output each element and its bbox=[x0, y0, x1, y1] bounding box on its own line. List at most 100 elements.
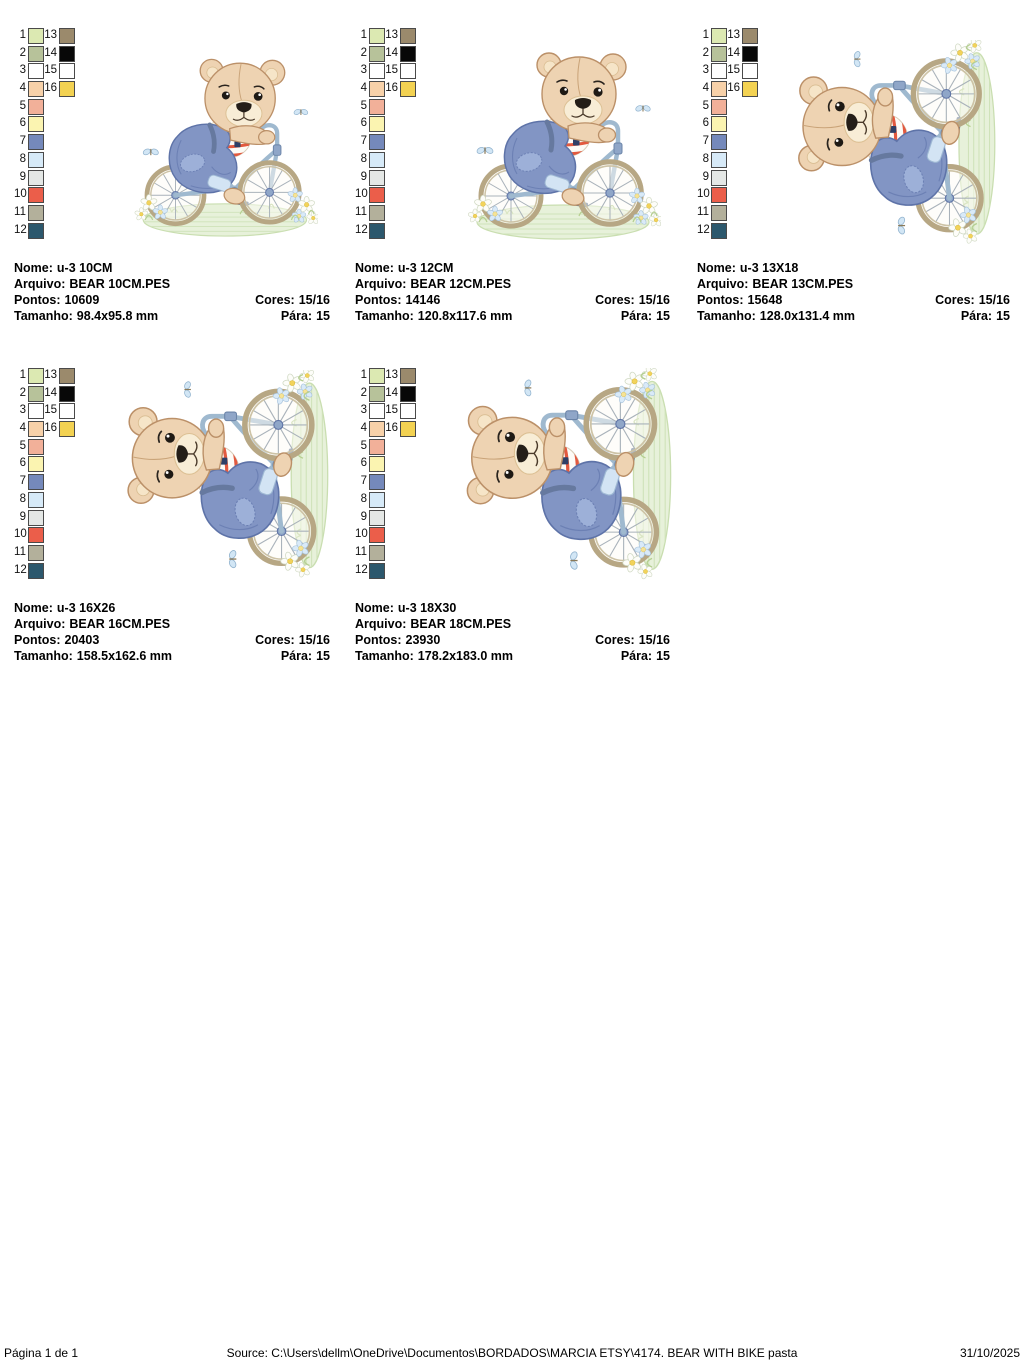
thread-color-number: 2 bbox=[19, 46, 26, 59]
thread-color-swatch bbox=[400, 368, 416, 384]
color-count: 15/16 bbox=[638, 293, 670, 307]
thread-color-swatch bbox=[28, 63, 44, 80]
thread-color-swatch bbox=[369, 81, 385, 98]
thread-color-swatch bbox=[28, 368, 44, 384]
thread-color-number: 2 bbox=[360, 46, 367, 59]
thread-color-number: 6 bbox=[19, 117, 26, 130]
thread-color-swatch bbox=[369, 544, 385, 561]
thread-color-swatch bbox=[711, 169, 727, 186]
thread-color-number: 12 bbox=[14, 563, 27, 576]
stitches-label: Pontos: bbox=[355, 293, 402, 307]
thread-color-number: 15 bbox=[44, 404, 57, 417]
design-card-2: 1 2 3 4 5 6 7 8 9 10 11 12 13 14 15 16 Nome: u-3 12CM Ar… bbox=[341, 20, 682, 355]
design-info: Nome: u-3 13X18 Arquivo: BEAR 13CM.PES Pon… bbox=[697, 260, 1010, 324]
thread-color-swatch bbox=[59, 28, 75, 44]
stop-count: 15 bbox=[656, 309, 670, 323]
thread-color-swatch bbox=[711, 45, 727, 62]
stop-label: Pára: bbox=[620, 309, 653, 323]
design-file: BEAR 13CM.PES bbox=[752, 277, 854, 291]
thread-color-number: 12 bbox=[355, 563, 368, 576]
thread-color-number: 2 bbox=[19, 386, 26, 399]
size-label: Tamanho: bbox=[697, 309, 756, 323]
design-name: u-3 12CM bbox=[397, 261, 454, 275]
thread-color-number: 7 bbox=[360, 475, 367, 488]
file-label: Arquivo: bbox=[697, 277, 749, 291]
bear-bicycle-artwork-rotated bbox=[783, 40, 999, 251]
thread-color-swatch bbox=[28, 151, 44, 168]
thread-color-swatch bbox=[400, 81, 416, 98]
thread-color-swatch bbox=[369, 456, 385, 473]
name-label: Nome: bbox=[14, 601, 53, 615]
thread-color-number: 14 bbox=[727, 46, 740, 59]
thread-color-number: 13 bbox=[44, 29, 57, 41]
color-count: 15/16 bbox=[298, 293, 330, 307]
stop-count: 15 bbox=[656, 649, 670, 663]
thread-color-number: 12 bbox=[14, 223, 27, 236]
thread-color-swatch bbox=[369, 527, 385, 544]
thread-color-number: 5 bbox=[360, 439, 367, 452]
thread-color-number: 10 bbox=[697, 188, 710, 201]
colors-label: Cores: bbox=[255, 633, 295, 647]
thread-color-swatch bbox=[711, 98, 727, 115]
stop-label: Pára: bbox=[960, 309, 993, 323]
thread-color-number: 16 bbox=[44, 82, 57, 95]
thread-color-swatch bbox=[28, 187, 44, 204]
design-size: 178.2x183.0 mm bbox=[417, 649, 514, 663]
thread-color-swatch bbox=[369, 116, 385, 133]
thread-color-swatch bbox=[711, 222, 727, 239]
thread-color-number: 14 bbox=[385, 386, 398, 399]
design-file: BEAR 12CM.PES bbox=[410, 277, 512, 291]
thread-color-number: 9 bbox=[702, 170, 709, 183]
thread-color-number: 13 bbox=[727, 29, 740, 41]
stitches-label: Pontos: bbox=[355, 633, 402, 647]
thread-color-number: 7 bbox=[360, 135, 367, 148]
stop-count: 15 bbox=[996, 309, 1010, 323]
thread-color-number: 13 bbox=[385, 29, 398, 41]
thread-color-number: 16 bbox=[727, 82, 740, 95]
thread-color-swatch bbox=[28, 403, 44, 420]
thread-color-swatch bbox=[369, 134, 385, 151]
thread-color-number: 1 bbox=[360, 29, 367, 41]
thread-color-swatch bbox=[369, 45, 385, 62]
thread-palette: 1 2 3 4 5 6 7 8 9 10 11 12 13 14 15 16 bbox=[355, 368, 416, 579]
name-label: Nome: bbox=[355, 261, 394, 275]
design-size: 98.4x95.8 mm bbox=[76, 309, 159, 323]
design-size: 120.8x117.6 mm bbox=[417, 309, 513, 323]
thread-color-number: 12 bbox=[697, 223, 710, 236]
thread-color-number: 3 bbox=[19, 64, 26, 77]
thread-color-swatch bbox=[59, 385, 75, 402]
thread-color-swatch bbox=[400, 403, 416, 420]
thread-color-number: 9 bbox=[360, 170, 367, 183]
stitch-count: 23930 bbox=[405, 633, 441, 647]
design-info: Nome: u-3 18X30 Arquivo: BEAR 18CM.PES Pon… bbox=[355, 600, 670, 664]
thread-color-swatch bbox=[369, 562, 385, 579]
colors-label: Cores: bbox=[595, 633, 635, 647]
thread-color-number: 9 bbox=[360, 510, 367, 523]
thread-color-number: 14 bbox=[44, 386, 57, 399]
size-label: Tamanho: bbox=[14, 309, 73, 323]
thread-color-swatch bbox=[742, 28, 758, 44]
thread-color-swatch bbox=[369, 187, 385, 204]
thread-color-swatch bbox=[711, 187, 727, 204]
thread-color-number: 11 bbox=[14, 545, 26, 558]
thread-color-number: 2 bbox=[360, 386, 367, 399]
stitch-count: 15648 bbox=[747, 293, 783, 307]
thread-color-number: 1 bbox=[360, 369, 367, 381]
thread-color-number: 10 bbox=[355, 528, 368, 541]
thread-color-swatch bbox=[28, 45, 44, 62]
stitch-count: 20403 bbox=[64, 633, 100, 647]
design-file: BEAR 10CM.PES bbox=[69, 277, 171, 291]
bear-bicycle-artwork-rotated bbox=[451, 368, 675, 587]
thread-color-swatch bbox=[369, 28, 385, 44]
size-label: Tamanho: bbox=[14, 649, 73, 663]
thread-color-swatch bbox=[59, 63, 75, 80]
thread-color-number: 11 bbox=[355, 205, 367, 218]
colors-label: Cores: bbox=[255, 293, 295, 307]
stitch-count: 10609 bbox=[64, 293, 100, 307]
thread-color-swatch bbox=[369, 169, 385, 186]
thread-palette: 1 2 3 4 5 6 7 8 9 10 11 12 13 14 15 16 bbox=[697, 28, 758, 239]
name-label: Nome: bbox=[355, 601, 394, 615]
bear-bicycle-artwork-rotated bbox=[112, 370, 332, 585]
thread-color-swatch bbox=[711, 204, 727, 221]
